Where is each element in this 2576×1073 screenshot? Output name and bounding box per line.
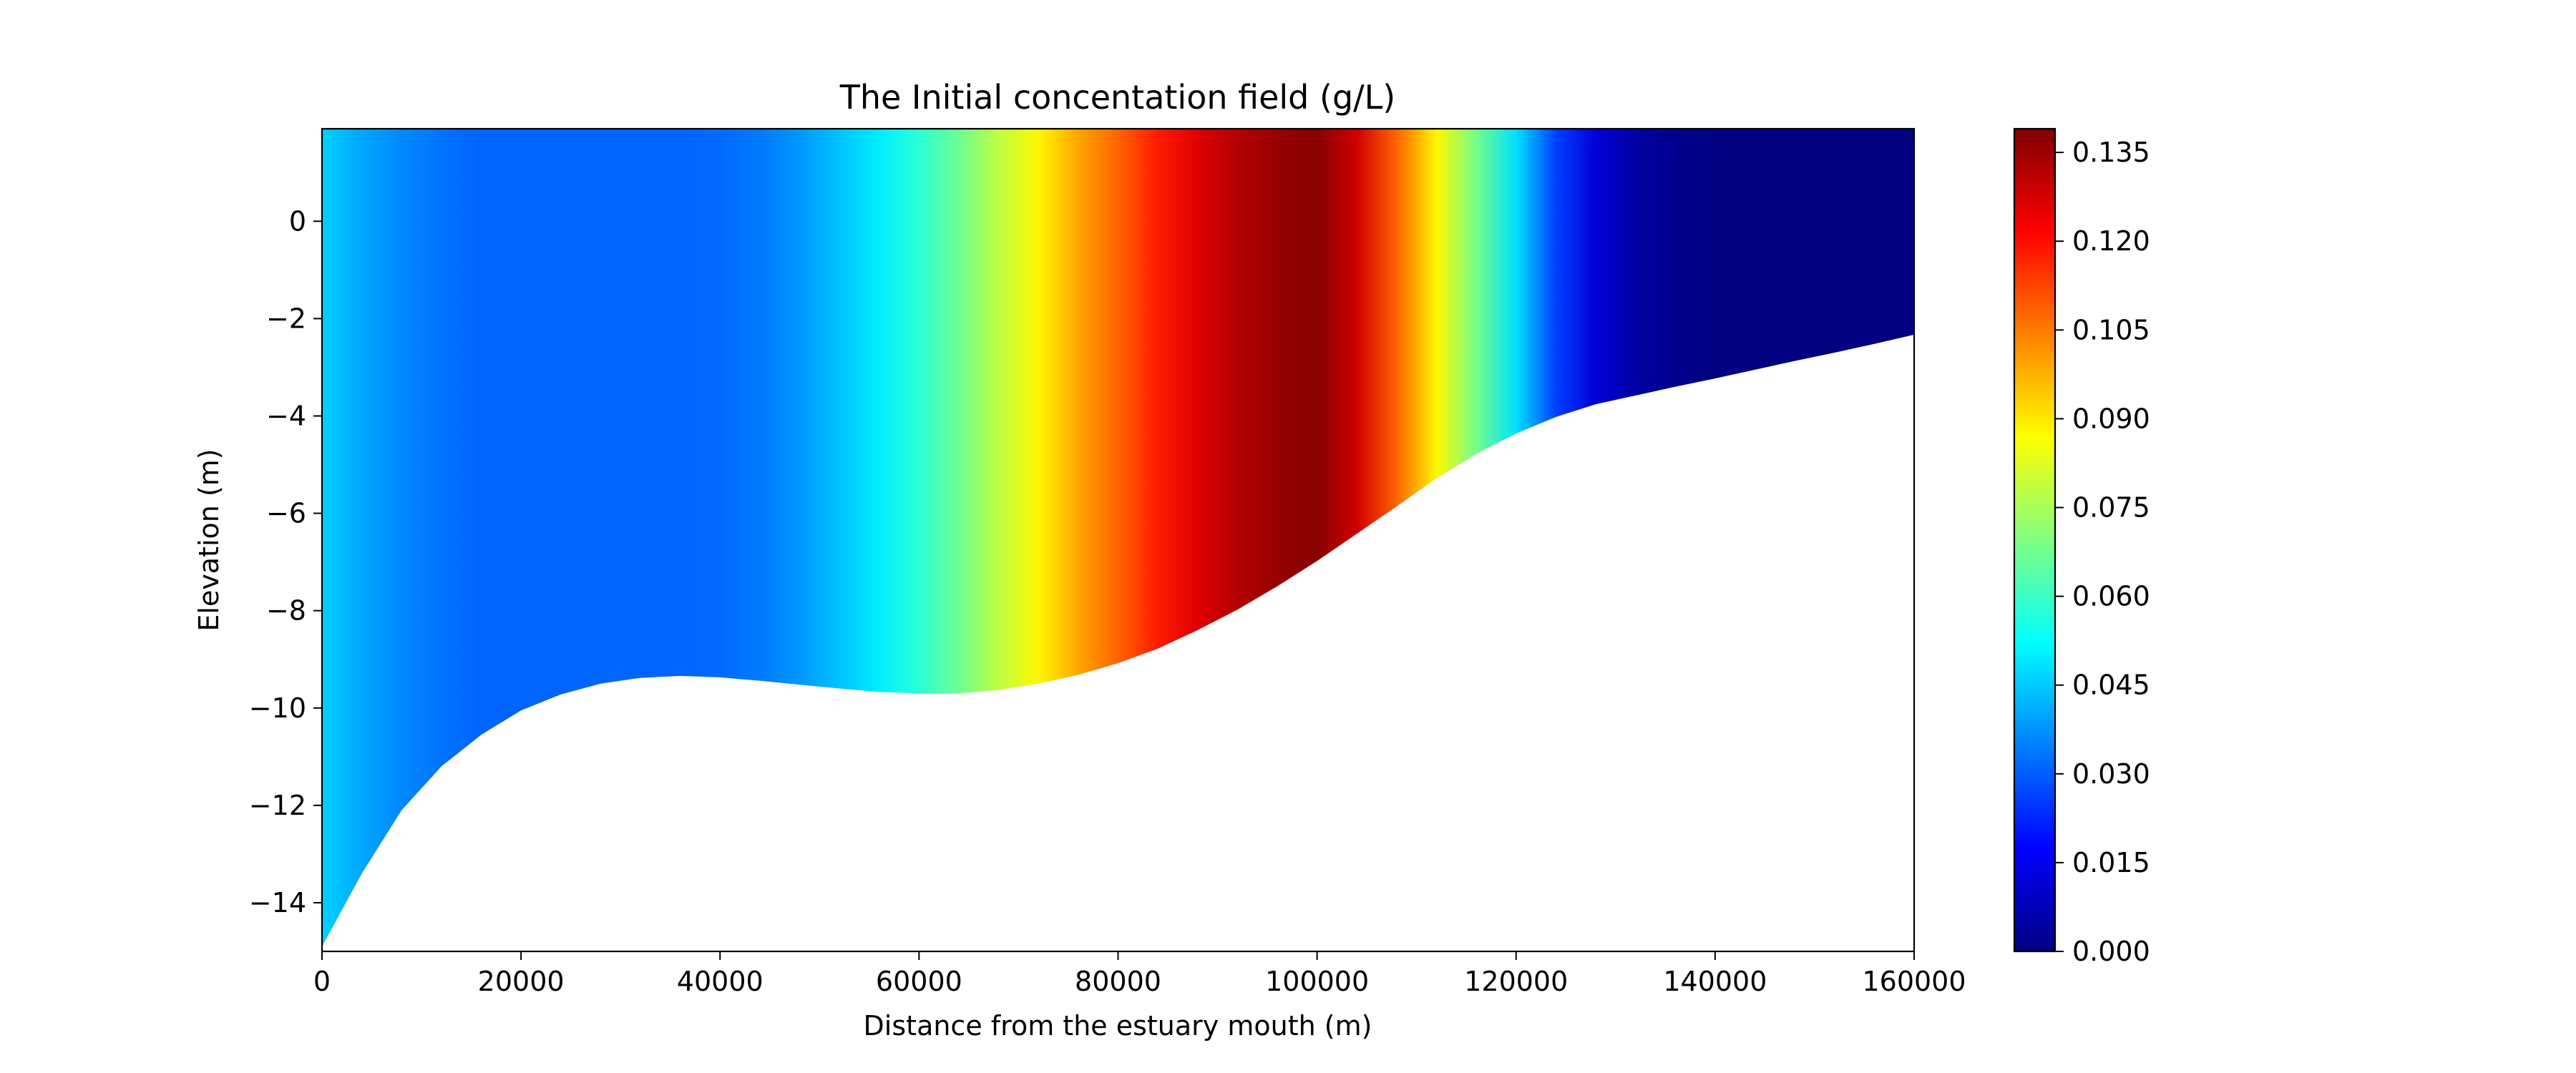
x-tick-label: 60000	[876, 966, 962, 997]
x-tick-label: 100000	[1265, 966, 1369, 997]
x-tick-label: 160000	[1862, 966, 1966, 997]
x-tick-label: 120000	[1464, 966, 1568, 997]
x-tick-label: 80000	[1075, 966, 1161, 997]
y-tick-label: 0	[289, 205, 306, 237]
y-tick-label: −4	[266, 400, 306, 431]
y-tick-label: −2	[266, 303, 306, 334]
colorbar-tick-label: 0.015	[2072, 847, 2150, 878]
y-tick-label: −14	[249, 887, 306, 918]
colorbar-tick-label: 0.090	[2072, 403, 2150, 434]
y-tick-label: −6	[266, 498, 306, 529]
colorbar-ticks: 0.000 0.015 0.030 0.045 0.060 0.075 0.090 0.105…	[2055, 137, 2150, 967]
y-tick-label: −8	[266, 595, 306, 627]
y-axis-label: Elevation (m)	[193, 449, 225, 631]
concentration-field	[322, 129, 1914, 947]
colorbar-tick-label: 0.135	[2072, 137, 2150, 168]
x-axis-ticks: 0 20000 40000 60000 80000 100000 120000 140000 1…	[313, 951, 1966, 997]
colorbar-tick-label: 0.075	[2072, 491, 2150, 523]
colorbar-tick-label: 0.105	[2072, 314, 2150, 346]
x-axis-label: Distance from the estuary mouth (m)	[864, 1010, 1372, 1042]
chart-title: The Initial concentation field (g/L)	[839, 78, 1395, 117]
y-tick-label: −10	[249, 692, 306, 724]
x-tick-label: 0	[313, 966, 331, 997]
colorbar-tick-label: 0.045	[2072, 670, 2150, 701]
colorbar-tick-label: 0.060	[2072, 581, 2150, 612]
colorbar-tick-label: 0.030	[2072, 758, 2150, 790]
y-tick-label: −12	[249, 790, 306, 821]
x-tick-label: 140000	[1663, 966, 1767, 997]
y-axis-ticks: 0 −2 −4 −6 −8 −10 −12 −14	[249, 205, 322, 918]
colorbar-tick-label: 0.000	[2072, 936, 2150, 967]
colorbar-tick-label: 0.120	[2072, 225, 2150, 257]
x-tick-label: 40000	[677, 966, 763, 997]
colorbar	[2013, 127, 2057, 953]
x-tick-label: 20000	[478, 966, 565, 997]
